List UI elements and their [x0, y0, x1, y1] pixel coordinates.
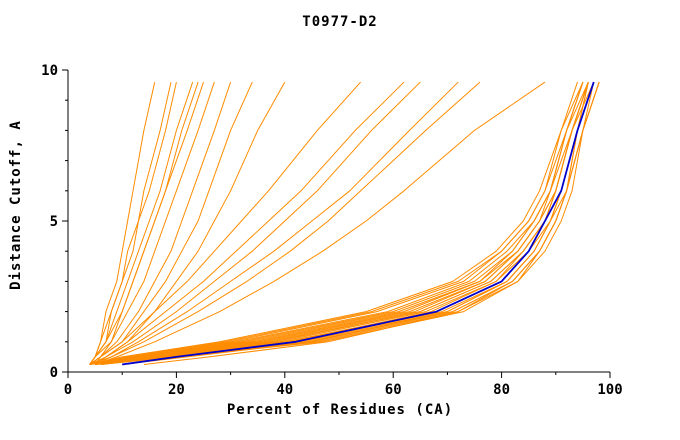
x-tick-label: 80	[493, 382, 510, 398]
x-tick-label: 20	[168, 382, 185, 398]
model-curve	[95, 81, 589, 365]
x-tick-label: 60	[385, 382, 402, 398]
chart-title: T0977-D2	[302, 14, 378, 30]
model-curve	[89, 81, 584, 365]
model-curve	[94, 81, 286, 365]
x-tick-label: 40	[276, 382, 293, 398]
highlighted-curve	[122, 81, 595, 366]
model-curve	[89, 81, 215, 365]
y-tick-label: 5	[50, 214, 58, 230]
model-curve	[89, 81, 156, 365]
model-curve	[89, 81, 194, 365]
model-curve	[143, 81, 595, 365]
model-curve	[89, 81, 253, 365]
model-curve	[94, 81, 546, 365]
x-tick-label: 0	[64, 382, 72, 398]
model-curve	[89, 81, 177, 365]
model-curve	[89, 81, 459, 365]
model-curve	[94, 81, 421, 365]
model-curve	[89, 81, 589, 365]
model-curve	[94, 81, 481, 365]
model-curve	[89, 81, 584, 365]
model-curve	[89, 81, 204, 365]
y-tick-label: 0	[50, 365, 58, 381]
y-tick-label: 10	[41, 63, 58, 79]
x-tick-label: 100	[597, 382, 622, 398]
model-curve	[89, 81, 578, 365]
model-curve	[89, 81, 232, 365]
model-curve	[94, 81, 199, 365]
x-axis-label: Percent of Residues (CA)	[226, 402, 454, 418]
